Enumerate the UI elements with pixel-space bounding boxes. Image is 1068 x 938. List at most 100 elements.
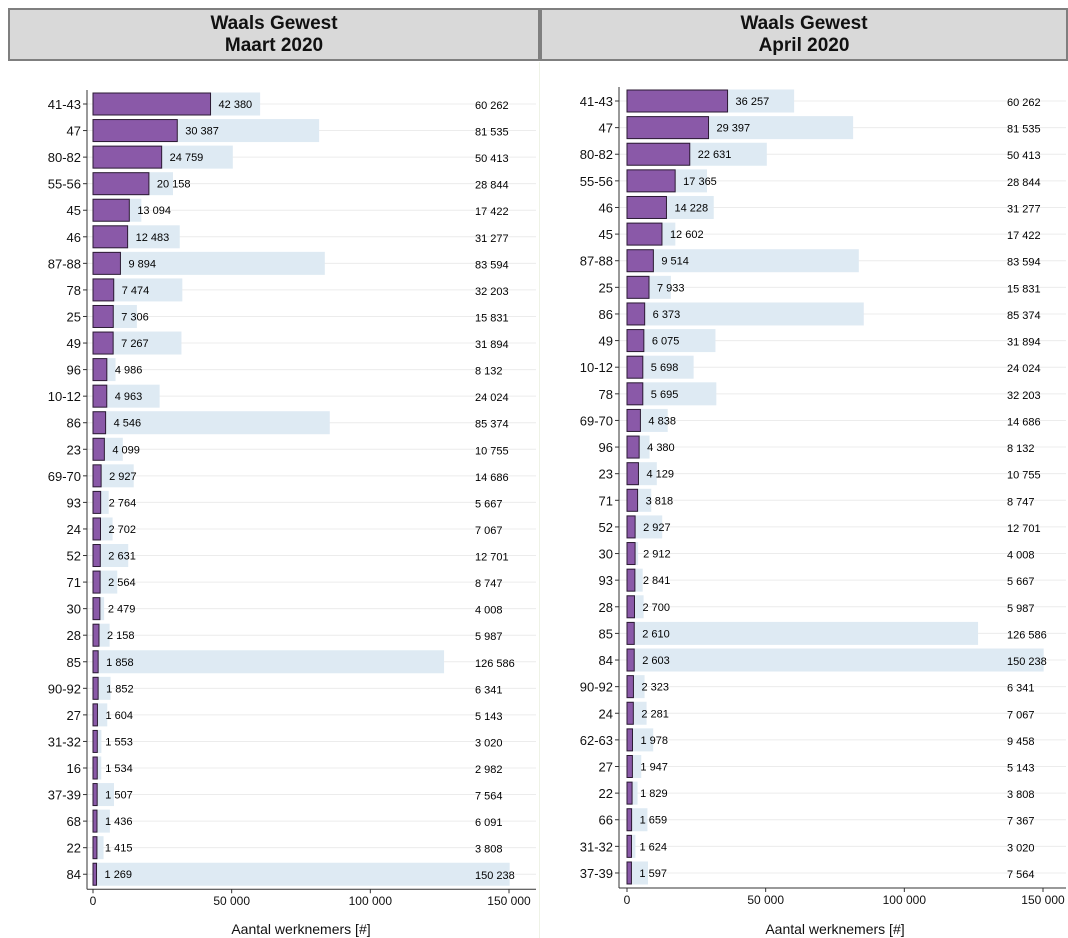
value-bar (92, 198, 130, 222)
total-bar (93, 384, 160, 408)
category-label: 37-39 (580, 866, 613, 881)
category-label: 10-12 (580, 360, 613, 375)
value-bar (626, 142, 691, 166)
total-label: 6 341 (1007, 683, 1035, 695)
value-bar (626, 621, 635, 645)
total-label: 7 067 (475, 525, 503, 537)
total-label: 6 091 (475, 817, 503, 829)
value-label: 2 631 (108, 551, 136, 563)
category-label: 31-32 (580, 839, 613, 854)
category-label: 84 (67, 867, 81, 882)
total-bar (627, 621, 979, 645)
value-label: 1 852 (106, 683, 134, 695)
value-bar (626, 861, 632, 885)
total-bar (93, 783, 114, 807)
value-bar (626, 728, 633, 752)
category-label: 55-56 (48, 177, 81, 192)
value-bar (92, 278, 115, 302)
value-bar (92, 650, 99, 674)
total-label: 12 701 (475, 552, 509, 564)
total-label: 5 667 (1007, 576, 1035, 588)
value-bar (626, 675, 634, 699)
value-bar (92, 172, 150, 196)
total-label: 50 413 (475, 153, 509, 165)
category-label: 45 (67, 203, 81, 218)
category-label: 22 (67, 841, 81, 856)
value-bar (92, 623, 100, 647)
value-bar (92, 304, 114, 328)
total-label: 60 262 (1007, 97, 1041, 109)
value-bar (92, 676, 99, 700)
value-label: 2 841 (643, 575, 671, 587)
value-label: 2 912 (643, 549, 671, 561)
value-label: 2 158 (107, 630, 135, 642)
value-bar (92, 411, 107, 435)
category-label: 24 (599, 706, 613, 721)
category-label: 87-88 (48, 256, 81, 271)
category-label: 10-12 (48, 389, 81, 404)
category-label: 16 (67, 761, 81, 776)
value-bar (92, 703, 98, 727)
category-label: 30 (599, 547, 613, 562)
value-label: 2 323 (641, 682, 669, 694)
value-label: 2 564 (108, 577, 136, 589)
total-label: 83 594 (1007, 257, 1041, 269)
value-bar (626, 195, 667, 219)
total-label: 24 024 (1007, 363, 1041, 375)
panel-title-region: Waals Gewest (210, 13, 338, 34)
value-label: 30 387 (185, 126, 219, 138)
category-label: 85 (599, 626, 613, 641)
category-label: 80-82 (580, 147, 613, 162)
category-label: 37-39 (48, 788, 81, 803)
value-bar (626, 568, 636, 592)
total-label: 8 132 (1007, 443, 1035, 455)
total-label: 28 844 (1007, 177, 1041, 189)
category-label: 52 (599, 520, 613, 535)
value-bar (92, 862, 98, 886)
total-bar (627, 382, 717, 406)
category-label: 69-70 (48, 469, 81, 484)
total-bar (93, 411, 330, 435)
category-label: 49 (599, 334, 613, 349)
total-label: 83 594 (475, 259, 509, 271)
bar-chart-april: 36 257 60 262 41-43 29 397 81 535 47 22 631 50 … (580, 87, 1066, 937)
total-bar (93, 464, 134, 488)
total-bar (627, 355, 694, 379)
category-label: 30 (67, 602, 81, 617)
value-label: 7 306 (121, 311, 149, 323)
total-bar (627, 728, 654, 752)
x-tick-label: 0 (624, 893, 631, 907)
value-bar (626, 222, 663, 246)
total-label: 126 586 (475, 658, 515, 670)
value-bar (92, 358, 108, 382)
value-bar (92, 384, 108, 408)
value-label: 42 380 (219, 99, 253, 111)
category-label: 45 (599, 227, 613, 242)
value-bar (626, 834, 633, 858)
value-bar (626, 89, 729, 113)
value-bar (626, 302, 646, 326)
value-bar (92, 809, 98, 833)
category-label: 27 (599, 760, 613, 775)
x-tick-label: 150 000 (1021, 893, 1065, 907)
total-label: 6 341 (475, 684, 503, 696)
total-label: 14 686 (475, 472, 509, 484)
total-label: 5 987 (475, 631, 503, 643)
total-bar (93, 544, 129, 568)
value-label: 2 479 (108, 604, 136, 616)
total-label: 85 374 (1007, 310, 1041, 322)
total-label: 3 808 (1007, 789, 1035, 801)
category-label: 46 (67, 230, 81, 245)
chart-panel-maart: Waals Gewest Maart 2020 42 380 60 262 41-4… (8, 8, 540, 937)
total-label: 5 667 (475, 498, 503, 510)
category-label: 90-92 (48, 681, 81, 696)
value-label: 3 818 (646, 495, 674, 507)
value-label: 1 978 (640, 735, 668, 747)
total-label: 5 143 (1007, 763, 1035, 775)
total-label: 32 203 (1007, 390, 1041, 402)
category-label: 55-56 (580, 174, 613, 189)
total-label: 31 277 (475, 233, 509, 245)
category-label: 41-43 (580, 94, 613, 109)
value-bar (626, 329, 645, 353)
value-bar (626, 542, 636, 566)
